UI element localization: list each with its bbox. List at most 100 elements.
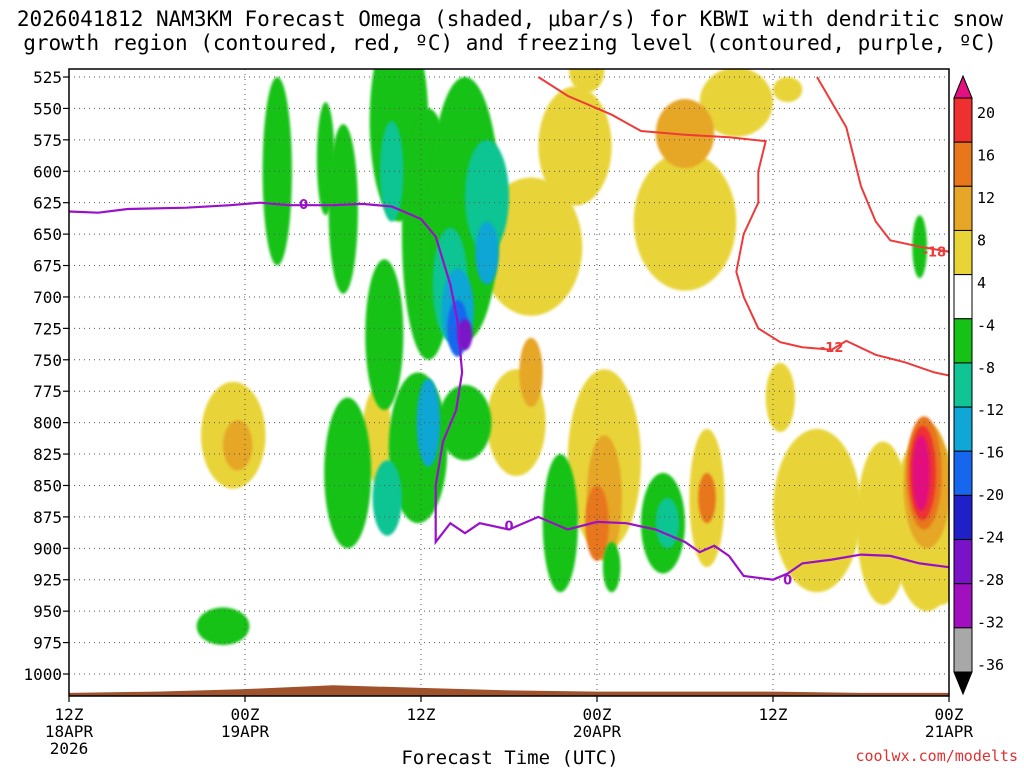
colorbar-label: -36	[977, 656, 1004, 674]
colorbar-swatch	[953, 450, 973, 496]
y-tick-label: 750	[33, 351, 62, 370]
colorbar-swatch	[953, 229, 973, 276]
x-tick-label-time: 00Z	[231, 705, 260, 724]
omega-blob-neg8	[262, 76, 292, 266]
x-tick-label-time: 12Z	[55, 705, 84, 724]
y-tick-label: 800	[33, 414, 62, 433]
colorbar-label: 16	[977, 147, 995, 165]
omega-blob-neg12	[655, 498, 680, 549]
colorbar-swatch	[953, 97, 973, 143]
colorbar-label: -4	[977, 316, 995, 334]
y-tick-label: 875	[33, 508, 62, 527]
colorbar-label: -16	[977, 444, 1004, 462]
colorbar: 20 16 12 8 4 -4 -8 -12 -16 -20 -24 -28 -32 -36	[953, 74, 1004, 696]
omega-blob-pos4	[773, 77, 803, 103]
colorbar-swatch	[953, 141, 973, 187]
colorbar-swatch	[953, 494, 973, 541]
freezing-level-label: 0	[299, 198, 308, 213]
dgz-contour-label: -18	[923, 246, 947, 261]
y-tick-label: 600	[33, 162, 62, 181]
omega-blob-neg12	[465, 139, 509, 253]
omega-blob-pos12	[585, 485, 609, 561]
y-tick-label: 950	[33, 602, 62, 621]
gridlines	[69, 69, 949, 696]
colorbar-swatch	[953, 362, 973, 408]
colorbar-label: 8	[977, 231, 986, 249]
y-tick-label: 550	[33, 99, 62, 118]
y-tick-label: 675	[33, 257, 62, 276]
freezing-level-line	[69, 201, 949, 581]
colorbar-swatch	[953, 274, 973, 320]
colorbar-label: 20	[977, 104, 995, 122]
omega-blob-neg8	[328, 124, 358, 294]
dgz-contour-line	[537, 76, 949, 377]
y-tick-label: 925	[33, 571, 62, 590]
colorbar-bottom-arrow	[953, 671, 973, 696]
omega-blob-neg8	[438, 384, 492, 461]
x-tick-label-date: 18APR	[45, 722, 94, 741]
chart-title-line-2: growth region (contoured, red, ºC) and f…	[23, 31, 997, 55]
contour-labels: -12 -18 0 0 0	[299, 198, 946, 589]
plot-frame	[68, 68, 950, 697]
omega-blob-pos4	[633, 152, 737, 291]
omega-blob-pos4	[773, 428, 861, 593]
omega-blob-pos8	[223, 420, 253, 471]
x-tick-label-time: 12Z	[407, 705, 436, 724]
omega-blob-neg8	[324, 397, 372, 549]
credit-text: coolwx.com/modelts	[855, 747, 1018, 765]
freezing-level-label: 0	[783, 574, 792, 589]
y-tick-label: 825	[33, 445, 62, 464]
contour-lines	[69, 76, 949, 581]
y-tick-label: 900	[33, 539, 62, 558]
y-tick-label: 850	[33, 476, 62, 495]
y-tick-label: 650	[33, 225, 62, 244]
x-tick-label-date: 20APR	[573, 722, 622, 741]
x-tick-label-date: 19APR	[221, 722, 270, 741]
freezing-level-label: 0	[504, 520, 513, 535]
colorbar-label: 4	[977, 274, 986, 292]
y-tick-label: 625	[33, 194, 62, 213]
dgz-contour-line	[816, 76, 949, 253]
omega-blob-neg16	[416, 378, 441, 467]
omega-blob-neg16	[475, 221, 499, 285]
colorbar-label: -8	[977, 359, 995, 377]
y-tick-label: 725	[33, 319, 62, 338]
colorbar-label: -20	[977, 486, 1004, 504]
omega-blob-pos4	[765, 362, 795, 433]
colorbar-swatch	[953, 583, 973, 629]
omega-shading	[196, 69, 949, 646]
colorbar-top-arrow	[953, 74, 973, 99]
colorbar-swatch	[953, 318, 973, 364]
y-tick-label: 525	[33, 68, 62, 87]
surface-terrain	[69, 685, 949, 696]
y-tick-label: 700	[33, 288, 62, 307]
colorbar-label: -32	[977, 614, 1004, 632]
omega-blob-neg8	[365, 259, 404, 411]
x-tick-label-year: 2026	[50, 739, 89, 758]
x-tick-label-time: 00Z	[935, 705, 964, 724]
x-tick-label-time: 12Z	[759, 705, 788, 724]
omega-blob-pos20	[912, 435, 930, 511]
omega-blob-neg8	[602, 542, 621, 593]
omega-blob-neg28	[457, 318, 473, 351]
omega-blob-pos8	[655, 98, 715, 169]
omega-blob-neg8	[542, 454, 578, 593]
omega-blob-neg12	[372, 460, 402, 536]
omega-blob-neg12	[379, 120, 404, 222]
y-tick-label: 775	[33, 382, 62, 401]
chart-title-line-1: 2026041812 NAM3KM Forecast Omega (shaded…	[17, 7, 1004, 31]
omega-blob-pos4	[569, 69, 605, 93]
dgz-contour-label: -12	[820, 341, 844, 356]
y-tick-label: 575	[33, 131, 62, 150]
omega-blob-pos8	[519, 337, 543, 407]
omega-blob-pos12	[698, 472, 716, 524]
omega-blob-neg8	[196, 607, 250, 646]
colorbar-label: -24	[977, 529, 1004, 547]
x-tick-label-date: 21APR	[925, 722, 974, 741]
colorbar-label: 12	[977, 189, 995, 207]
omega-blob-pos4	[538, 86, 612, 206]
x-axis-title: Forecast Time (UTC)	[401, 747, 618, 768]
y-axis-ticks: 525 550 575 600 625 650 675 700 725 750 775 800 825 8…	[23, 68, 69, 684]
colorbar-swatch	[953, 406, 973, 452]
colorbar-swatch	[953, 185, 973, 231]
